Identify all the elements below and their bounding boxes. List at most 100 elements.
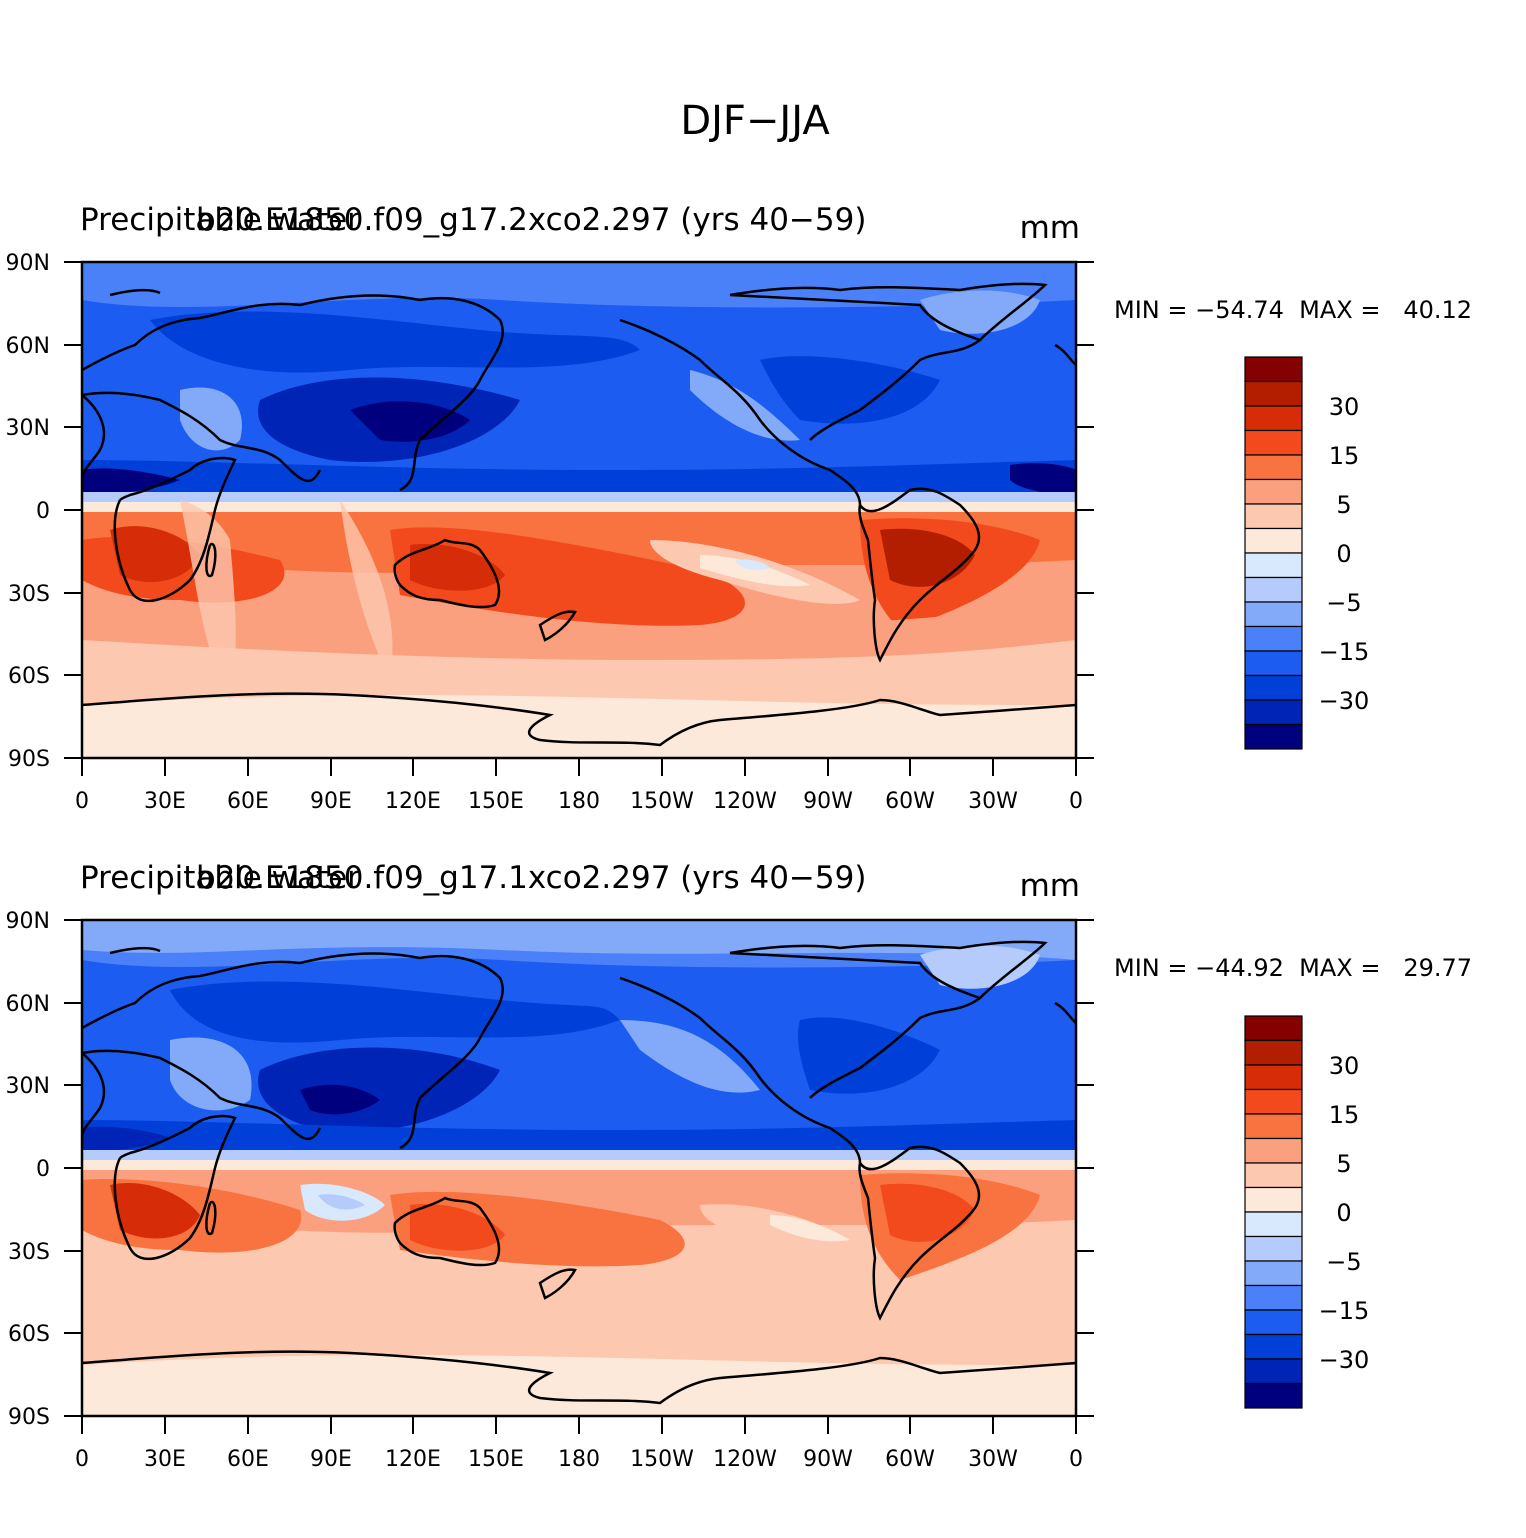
- colorbar: 30 15 5 0 −5 −15 −30: [1245, 357, 1369, 749]
- lat-label: 60S: [8, 664, 50, 689]
- colorbar-swatch: [1245, 1212, 1302, 1237]
- panel-min-max: MIN = −44.92 MAX = 29.77: [1114, 954, 1472, 982]
- colorbar-swatch: [1245, 676, 1302, 701]
- lon-label: 120E: [385, 1447, 441, 1472]
- lon-label: 0: [1069, 1447, 1083, 1472]
- lon-label: 0: [75, 789, 89, 814]
- colorbar-swatch: [1245, 1310, 1302, 1335]
- colorbar-swatch: [1245, 382, 1302, 407]
- lat-label: 90S: [8, 747, 50, 772]
- panel-1xco2: Precipitable water b20.E1850.f09_g17.1xc…: [6, 860, 1473, 1472]
- colorbar-swatch: [1245, 1041, 1302, 1066]
- lat-label: 60N: [6, 992, 50, 1017]
- colorbar-label: 5: [1336, 1150, 1351, 1178]
- lon-label: 90W: [803, 1447, 853, 1472]
- colorbar-swatch: [1245, 1335, 1302, 1360]
- colorbar-label: −30: [1319, 1346, 1370, 1374]
- colorbar-swatch: [1245, 455, 1302, 480]
- figure: DJF−JJA Precipitable water b20.E1850.f09…: [0, 0, 1526, 1538]
- lon-labels: 0 30E 60E 90E 120E 150E 180 150W 120W 90…: [75, 789, 1083, 814]
- colorbar-swatch: [1245, 627, 1302, 652]
- lat-label: 30S: [8, 1240, 50, 1265]
- colorbar-label: −15: [1319, 1297, 1370, 1325]
- lon-label: 150W: [630, 1447, 694, 1472]
- colorbar-swatch: [1245, 1286, 1302, 1311]
- lat-label: 30S: [8, 582, 50, 607]
- colorbar-swatch: [1245, 431, 1302, 456]
- lon-label: 90E: [310, 789, 352, 814]
- colorbar-swatch: [1245, 1384, 1302, 1409]
- lon-labels: 0 30E 60E 90E 120E 150E 180 150W 120W 90…: [75, 1447, 1083, 1472]
- panel-units-label: mm: [1020, 210, 1080, 246]
- colorbar-label: 15: [1329, 442, 1360, 470]
- panel-min-max: MIN = −54.74 MAX = 40.12: [1114, 296, 1472, 324]
- lon-label: 150E: [468, 1447, 524, 1472]
- map-field: [82, 262, 1076, 758]
- colorbar-swatch: [1245, 1237, 1302, 1262]
- lon-label: 30W: [968, 789, 1018, 814]
- figure-title: DJF−JJA: [680, 98, 830, 144]
- lon-label: 60E: [227, 1447, 269, 1472]
- colorbar-swatch: [1245, 480, 1302, 505]
- colorbar-label: 0: [1336, 540, 1351, 568]
- colorbar-label: −5: [1326, 1248, 1361, 1276]
- lon-label: 60W: [885, 789, 935, 814]
- colorbar-label: −5: [1326, 589, 1361, 617]
- colorbar-swatch: [1245, 602, 1302, 627]
- lon-label: 60E: [227, 789, 269, 814]
- lon-label: 60W: [885, 1447, 935, 1472]
- lat-label: 30N: [6, 1074, 50, 1099]
- colorbar-label: 30: [1329, 1052, 1360, 1080]
- lat-label: 0: [36, 1157, 50, 1182]
- colorbar-swatch: [1245, 700, 1302, 725]
- colorbar-swatch: [1245, 1261, 1302, 1286]
- panel-2xco2: Precipitable water b20.E1850.f09_g17.2xc…: [6, 202, 1473, 814]
- panel-case-label: b20.E1850.f09_g17.2xco2.297 (yrs 40−59): [196, 202, 866, 238]
- colorbar-swatch: [1245, 1359, 1302, 1384]
- colorbar-label: 0: [1336, 1199, 1351, 1227]
- colorbar-swatch: [1245, 357, 1302, 382]
- colorbar-swatch: [1245, 1139, 1302, 1164]
- colorbar-swatch: [1245, 1016, 1302, 1041]
- lon-label: 180: [558, 789, 600, 814]
- colorbar-swatch: [1245, 406, 1302, 431]
- lat-label: 60S: [8, 1322, 50, 1347]
- colorbar-swatch: [1245, 578, 1302, 603]
- map-field: [82, 920, 1076, 1416]
- colorbar-label: −15: [1319, 638, 1370, 666]
- colorbar-swatch: [1245, 1114, 1302, 1139]
- lat-labels: 90N 60N 30N 0 30S 60S 90S: [6, 251, 50, 772]
- colorbar-label: −30: [1319, 687, 1370, 715]
- panel-units-label: mm: [1020, 868, 1080, 904]
- colorbar-swatch: [1245, 553, 1302, 578]
- lon-label: 150E: [468, 789, 524, 814]
- lon-label: 30W: [968, 1447, 1018, 1472]
- lon-label: 180: [558, 1447, 600, 1472]
- lon-label: 120W: [713, 789, 777, 814]
- lon-label: 120E: [385, 789, 441, 814]
- colorbar-label: 5: [1336, 491, 1351, 519]
- lat-label: 90N: [6, 251, 50, 276]
- lon-label: 120W: [713, 1447, 777, 1472]
- lon-label: 0: [75, 1447, 89, 1472]
- colorbar-swatch: [1245, 725, 1302, 750]
- lon-label: 90E: [310, 1447, 352, 1472]
- colorbar-swatch: [1245, 529, 1302, 554]
- lat-labels: 90N 60N 30N 0 30S 60S 90S: [6, 909, 50, 1430]
- lat-label: 90N: [6, 909, 50, 934]
- colorbar-label: 15: [1329, 1101, 1360, 1129]
- colorbar-swatch: [1245, 651, 1302, 676]
- lat-label: 90S: [8, 1405, 50, 1430]
- lon-label: 30E: [144, 1447, 186, 1472]
- colorbar-swatch: [1245, 504, 1302, 529]
- colorbar-swatch: [1245, 1188, 1302, 1213]
- lat-label: 30N: [6, 416, 50, 441]
- lat-label: 60N: [6, 334, 50, 359]
- lon-label: 150W: [630, 789, 694, 814]
- lon-label: 30E: [144, 789, 186, 814]
- colorbar-swatch: [1245, 1090, 1302, 1115]
- colorbar-swatch: [1245, 1163, 1302, 1188]
- lat-label: 0: [36, 499, 50, 524]
- panel-case-label: b20.E1850.f09_g17.1xco2.297 (yrs 40−59): [196, 860, 866, 896]
- lon-label: 90W: [803, 789, 853, 814]
